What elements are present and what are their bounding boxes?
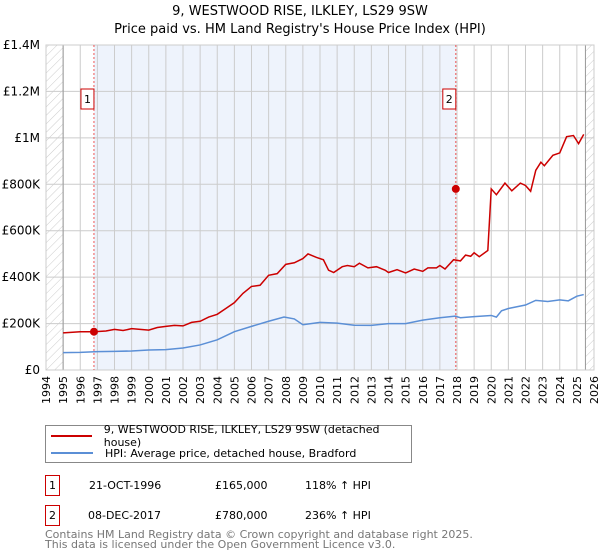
sale-price: £780,000 xyxy=(215,509,268,522)
hatched-region-after xyxy=(585,45,594,370)
x-tick-label: 2021 xyxy=(502,376,515,404)
annotation-box xyxy=(80,88,95,110)
sale-hpi: 236% ↑ HPI xyxy=(305,509,371,522)
footer: Contains HM Land Registry data © Crown c… xyxy=(45,528,473,551)
x-tick-label: 2003 xyxy=(194,376,207,404)
legend-swatch-hpi xyxy=(51,452,93,454)
x-tick-label: 2012 xyxy=(348,376,361,404)
legend-label-hpi: HPI: Average price, detached house, Brad… xyxy=(105,446,357,460)
legend: 9, WESTWOOD RISE, ILKLEY, LS29 9SW (deta… xyxy=(45,423,412,463)
x-tick-label: 2024 xyxy=(554,376,567,404)
y-tick-label: £600K xyxy=(2,224,42,238)
x-tick-label: 2001 xyxy=(160,376,173,404)
legend-item-hpi: HPI: Average price, detached house, Brad… xyxy=(46,445,356,461)
y-tick-label: £1.2M xyxy=(3,84,40,98)
x-tick-label: 2009 xyxy=(297,376,310,404)
title-line-2: Price paid vs. HM Land Registry's House … xyxy=(114,22,486,37)
sale-date: 21-OCT-1996 xyxy=(89,479,162,492)
sale-point xyxy=(451,184,460,193)
sale-point xyxy=(89,327,98,336)
legend-label-property: 9, WESTWOOD RISE, ILKLEY, LS29 9SW (deta… xyxy=(103,423,380,449)
x-tick-label: 2004 xyxy=(211,376,224,404)
x-tick-label: 2017 xyxy=(434,376,447,404)
x-tick-label: 2023 xyxy=(537,376,550,404)
x-tick-label: 2013 xyxy=(365,376,378,404)
plot-frame xyxy=(45,44,595,371)
x-tick-label: 1994 xyxy=(40,376,53,404)
x-tick-label: 2022 xyxy=(520,376,533,404)
y-tick-label: £1M xyxy=(14,131,40,145)
sale-period-shade xyxy=(93,45,456,370)
y-tick-label: £200K xyxy=(2,317,42,331)
legend-item-property: 9, WESTWOOD RISE, ILKLEY, LS29 9SW (deta… xyxy=(46,423,411,449)
y-tick-label: £1.4M xyxy=(3,38,40,52)
property-price-line xyxy=(63,134,585,334)
x-tick-label: 2015 xyxy=(400,376,413,404)
x-tick-label: 2018 xyxy=(451,376,464,404)
x-tick-label: 1995 xyxy=(57,376,70,404)
sale-number: 2 xyxy=(45,505,60,526)
hpi-line xyxy=(63,293,584,354)
footer-line-1: Contains HM Land Registry data © Crown c… xyxy=(45,528,473,541)
x-tick-label: 2014 xyxy=(383,376,396,404)
x-tick-label: 2020 xyxy=(485,376,498,404)
sale-price: £165,000 xyxy=(215,479,268,492)
x-tick-label: 1999 xyxy=(126,376,139,404)
x-tick-label: 1997 xyxy=(91,376,104,404)
x-tick-label: 2025 xyxy=(571,376,584,404)
x-tick-label: 2000 xyxy=(143,376,156,404)
title-line-1: 9, WESTWOOD RISE, ILKLEY, LS29 9SW xyxy=(172,4,428,19)
annotation-box xyxy=(442,88,457,110)
x-tick-label: 2019 xyxy=(468,376,481,404)
x-tick-label: 2016 xyxy=(417,376,430,404)
y-tick-label: £0 xyxy=(25,363,40,377)
hatched-region-before xyxy=(46,45,64,370)
sale-hpi: 118% ↑ HPI xyxy=(305,479,371,492)
y-tick-label: £800K xyxy=(2,177,42,191)
legend-swatch-property xyxy=(51,435,92,437)
annotation-label: 2 xyxy=(446,93,453,106)
sale-number: 1 xyxy=(45,475,60,496)
y-tick-label: £400K xyxy=(2,270,42,284)
x-tick-label: 2026 xyxy=(588,376,600,404)
x-tick-label: 2002 xyxy=(177,376,190,404)
x-tick-label: 2005 xyxy=(228,376,241,404)
x-tick-label: 2007 xyxy=(263,376,276,404)
x-tick-label: 1996 xyxy=(74,376,87,404)
x-tick-label: 2008 xyxy=(280,376,293,404)
annotation-label: 1 xyxy=(84,93,91,106)
x-tick-label: 2011 xyxy=(331,376,344,404)
sale-date: 08-DEC-2017 xyxy=(88,509,162,522)
chart-title: 9, WESTWOOD RISE, ILKLEY, LS29 9SW Price… xyxy=(0,3,600,39)
x-tick-label: 2010 xyxy=(314,376,327,404)
x-tick-label: 1998 xyxy=(109,376,122,404)
footer-line-2: This data is licensed under the Open Gov… xyxy=(45,538,396,551)
price-chart: 1994 1995 1996 1997 1998 1999 2000 2001 2002 2003… xyxy=(2,38,600,404)
x-tick-label: 2006 xyxy=(246,376,259,404)
